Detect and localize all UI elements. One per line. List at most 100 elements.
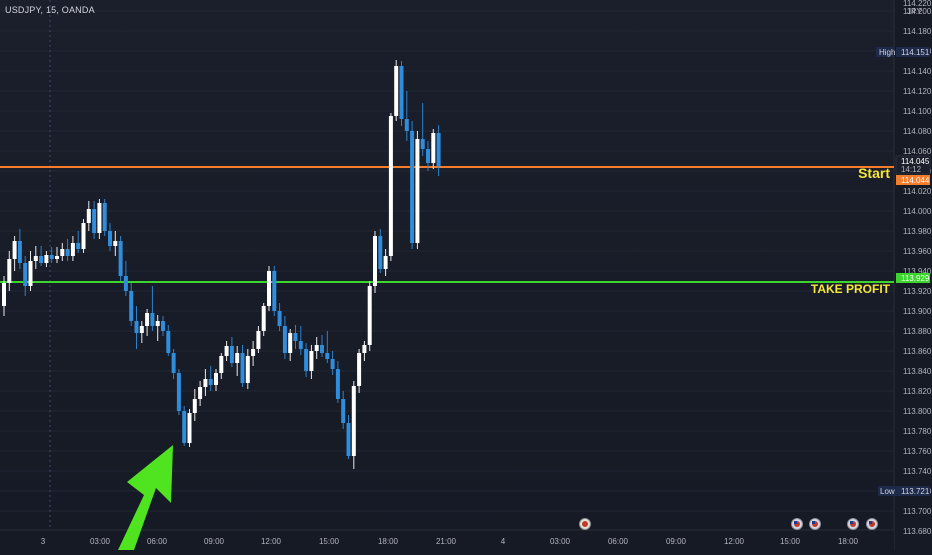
candle-body[interactable] — [251, 349, 256, 356]
candle-body[interactable] — [219, 356, 224, 373]
candle-body[interactable] — [272, 271, 277, 311]
candle-body[interactable] — [198, 387, 203, 399]
candle-body[interactable] — [436, 133, 441, 166]
candle-body[interactable] — [426, 149, 430, 163]
candle-body[interactable] — [335, 369, 340, 399]
candle-body[interactable] — [134, 321, 139, 333]
candle-body[interactable] — [245, 356, 250, 383]
candle-body[interactable] — [293, 333, 298, 341]
candle-body[interactable] — [373, 236, 377, 286]
us-flag-icon[interactable] — [866, 518, 878, 530]
candle-body[interactable] — [118, 241, 123, 276]
candle-body[interactable] — [357, 353, 362, 386]
candle-body[interactable] — [129, 291, 134, 321]
high-value-bg — [896, 47, 930, 57]
candle-body[interactable] — [86, 209, 91, 223]
candle-body[interactable] — [76, 243, 81, 249]
candle-body[interactable] — [298, 341, 303, 349]
candle-body[interactable] — [155, 321, 160, 326]
candle-body[interactable] — [17, 241, 22, 263]
candle-body[interactable] — [341, 399, 346, 423]
price-tick-label: 113.820 — [903, 387, 932, 396]
candle-body[interactable] — [145, 313, 150, 326]
candle-body[interactable] — [44, 255, 49, 263]
candle-body[interactable] — [325, 353, 330, 359]
price-tick-label: 113.680 — [903, 527, 932, 536]
candle-body[interactable] — [240, 353, 245, 383]
candle-body[interactable] — [256, 331, 261, 349]
candle-body[interactable] — [166, 331, 171, 353]
candle-body[interactable] — [97, 203, 102, 233]
candle-body[interactable] — [314, 345, 319, 351]
event-icon[interactable] — [579, 518, 591, 530]
candle-body[interactable] — [28, 261, 33, 286]
candle-body[interactable] — [362, 345, 367, 353]
candle-body[interactable] — [304, 349, 309, 371]
candle-body[interactable] — [351, 386, 356, 456]
candle-body[interactable] — [108, 231, 112, 246]
candle-body[interactable] — [383, 256, 388, 269]
candle-body[interactable] — [92, 209, 97, 233]
us-flag-icon[interactable] — [847, 518, 859, 530]
candle-body[interactable] — [394, 66, 399, 116]
candle-body[interactable] — [70, 243, 75, 256]
candle-body[interactable] — [123, 276, 128, 291]
candle-body[interactable] — [139, 326, 144, 333]
candle-body[interactable] — [203, 379, 208, 387]
candle-body[interactable] — [267, 271, 271, 306]
candle-body[interactable] — [65, 249, 70, 256]
candle-body[interactable] — [23, 263, 28, 286]
candle-body[interactable] — [367, 286, 372, 345]
candle-body[interactable] — [60, 249, 65, 256]
candle-body[interactable] — [176, 373, 181, 411]
candle-body[interactable] — [229, 346, 234, 363]
candle-body[interactable] — [171, 353, 176, 373]
candle-body[interactable] — [187, 413, 192, 443]
candle-body[interactable] — [330, 359, 335, 369]
candle-body[interactable] — [346, 423, 351, 456]
price-tick-label: 114.100 — [903, 107, 932, 116]
candle-body[interactable] — [288, 333, 293, 353]
price-tick-label: 113.960 — [903, 247, 932, 256]
candle-body[interactable] — [49, 255, 54, 259]
candle-body[interactable] — [309, 351, 314, 371]
candle-body[interactable] — [208, 379, 213, 385]
candle-body[interactable] — [2, 283, 6, 306]
candle-body[interactable] — [420, 139, 425, 149]
candle-body[interactable] — [113, 241, 118, 246]
candle-body[interactable] — [320, 345, 324, 353]
candle-body[interactable] — [150, 313, 155, 326]
candle-body[interactable] — [415, 139, 420, 243]
candle-body[interactable] — [261, 306, 266, 331]
candle-body[interactable] — [235, 353, 240, 363]
price-tick-label: 114.200 — [903, 7, 932, 16]
up-arrow-annotation[interactable] — [118, 445, 173, 550]
candle-body[interactable] — [39, 256, 44, 263]
time-axis-panel[interactable] — [0, 530, 894, 550]
candle-body[interactable] — [55, 256, 59, 259]
candle-body[interactable] — [410, 131, 415, 243]
candle-body[interactable] — [277, 311, 282, 326]
candle-body[interactable] — [224, 346, 229, 356]
us-flag-icon[interactable] — [809, 518, 821, 530]
candle-body[interactable] — [12, 241, 17, 259]
us-flag-icon[interactable] — [791, 518, 803, 530]
candle-body[interactable] — [378, 236, 383, 269]
candle-body[interactable] — [7, 259, 12, 283]
candle-body[interactable] — [102, 203, 107, 231]
candle-body[interactable] — [81, 223, 86, 249]
candle-body[interactable] — [282, 326, 287, 353]
candle-body[interactable] — [182, 411, 187, 443]
candle-body[interactable] — [404, 119, 409, 131]
candle-body[interactable] — [214, 373, 218, 385]
take-profit-price-tag: 113.929 — [901, 274, 930, 283]
candle-body[interactable] — [388, 116, 393, 256]
high-label: High — [879, 48, 895, 57]
candle-body[interactable] — [33, 256, 38, 261]
candle-body[interactable] — [192, 399, 197, 413]
candle-body[interactable] — [431, 133, 436, 163]
candle-body[interactable] — [399, 66, 404, 119]
candle-body[interactable] — [161, 321, 165, 331]
